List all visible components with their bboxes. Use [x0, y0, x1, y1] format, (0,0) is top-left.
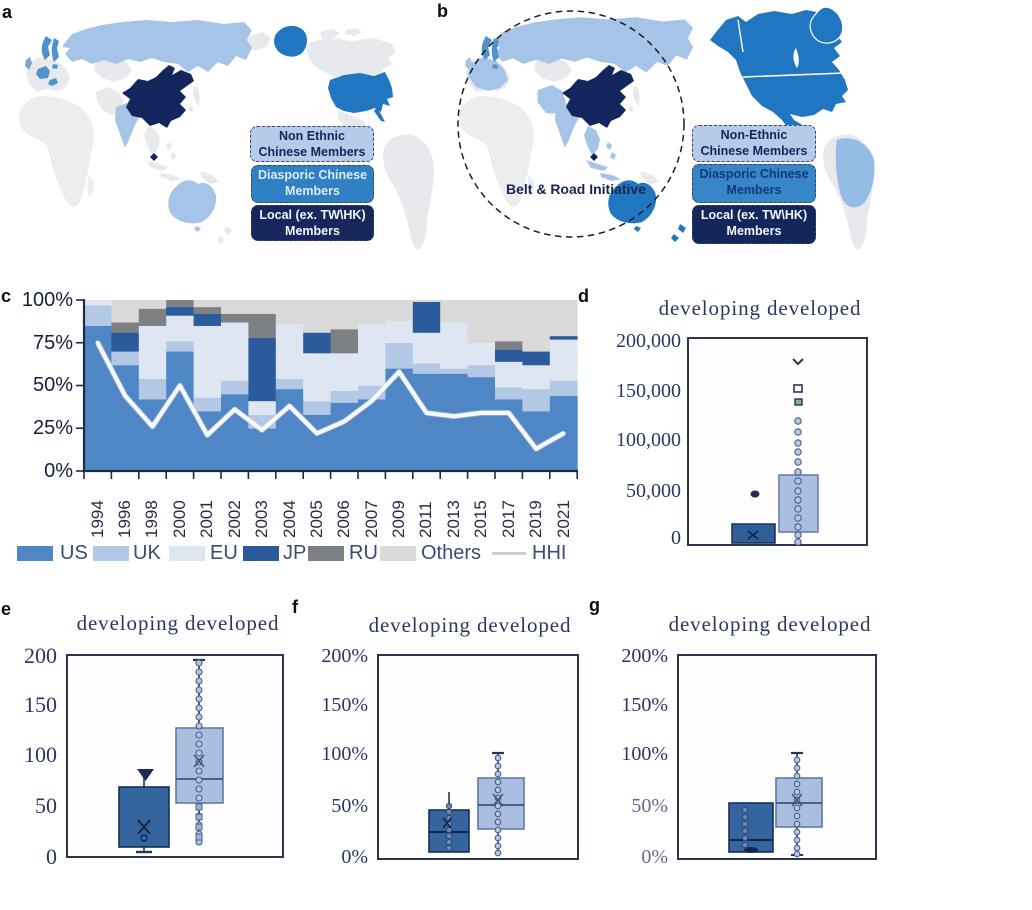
svg-text:Belt & Road Initiative: Belt & Road Initiative — [506, 181, 646, 197]
